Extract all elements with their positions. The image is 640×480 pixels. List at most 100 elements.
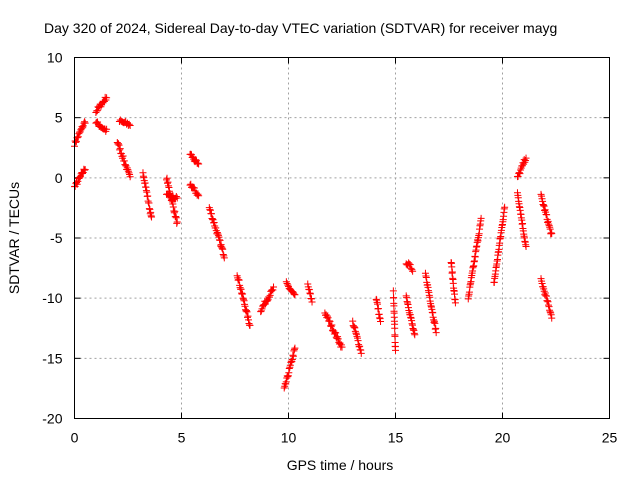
data-point	[547, 311, 555, 319]
data-point	[352, 329, 360, 337]
data-point	[284, 372, 292, 380]
data-point	[78, 123, 86, 131]
y-tick-labels: 10 5 0 -5 -10 -15 -20	[42, 50, 62, 427]
data-point	[285, 369, 293, 377]
data-point	[290, 290, 298, 298]
chart-title: Day 320 of 2024, Sidereal Day-to-day VTE…	[44, 20, 557, 36]
data-point	[355, 343, 363, 351]
data-point	[432, 329, 440, 337]
data-point	[304, 280, 312, 288]
data-point	[409, 267, 417, 275]
data-point	[407, 264, 415, 272]
data-point	[545, 303, 553, 311]
data-point	[539, 197, 547, 205]
data-point	[336, 339, 344, 347]
data-point	[391, 324, 399, 332]
data-point	[544, 218, 552, 226]
data-point	[190, 184, 198, 192]
data-point	[74, 177, 82, 185]
data-point	[539, 201, 547, 209]
data-point	[411, 331, 419, 339]
data-point	[333, 334, 341, 342]
data-point	[120, 157, 128, 165]
data-point	[125, 120, 133, 128]
data-point	[448, 263, 456, 271]
data-point	[542, 292, 550, 300]
data-point	[540, 201, 548, 209]
data-point	[306, 289, 314, 297]
data-point	[289, 351, 297, 359]
x-tick-label: 20	[495, 430, 511, 446]
data-point	[290, 345, 298, 353]
data-point	[391, 332, 399, 340]
data-point	[116, 146, 124, 154]
data-point	[121, 161, 129, 169]
y-axis-title: SDTVAR / TECUs	[6, 182, 22, 294]
data-point	[81, 166, 89, 174]
data-point	[282, 278, 290, 286]
data-point	[537, 190, 545, 198]
data-point	[308, 295, 316, 303]
data-point	[332, 329, 340, 337]
data-point	[280, 384, 288, 392]
data-point	[75, 130, 83, 138]
data-point	[501, 203, 509, 211]
y-tick-label: 10	[47, 50, 63, 66]
data-points	[71, 93, 556, 392]
data-point	[377, 318, 385, 326]
data-point	[125, 169, 133, 177]
data-point	[214, 230, 222, 238]
data-point	[148, 213, 156, 221]
data-point	[326, 317, 334, 325]
data-point	[74, 133, 82, 141]
data-point	[541, 291, 549, 299]
data-point	[213, 229, 221, 237]
data-point	[114, 140, 122, 148]
data-point	[219, 251, 227, 259]
data-point	[538, 279, 546, 287]
data-point	[72, 138, 80, 146]
data-point	[124, 167, 132, 175]
data-point	[543, 297, 551, 305]
data-point	[544, 298, 552, 306]
data-point	[208, 215, 216, 223]
y-tick-label: 0	[55, 170, 63, 186]
data-point	[353, 332, 361, 340]
data-point	[283, 279, 291, 287]
data-point	[350, 323, 358, 331]
data-point	[124, 166, 132, 174]
x-tick-label: 0	[71, 430, 79, 446]
data-point	[214, 231, 222, 239]
data-point	[521, 158, 529, 166]
data-point	[219, 245, 227, 253]
data-point	[72, 137, 80, 145]
data-point	[545, 301, 553, 309]
data-point	[116, 145, 124, 153]
data-point	[265, 293, 273, 301]
data-point	[270, 283, 278, 291]
data-point	[193, 191, 201, 199]
data-point	[541, 206, 549, 214]
data-point	[76, 173, 84, 181]
data-point	[194, 159, 202, 167]
data-point	[324, 314, 332, 322]
x-tick-label: 10	[281, 430, 297, 446]
data-point	[126, 122, 134, 130]
data-point	[406, 261, 414, 269]
data-point	[357, 346, 365, 354]
data-point	[545, 220, 553, 228]
data-point	[173, 194, 181, 202]
data-point	[100, 97, 108, 105]
data-point	[328, 321, 336, 329]
data-point	[207, 210, 215, 218]
data-point	[327, 322, 335, 330]
data-point	[267, 287, 275, 295]
data-point	[119, 152, 127, 160]
data-point	[194, 190, 202, 198]
data-point	[284, 373, 292, 381]
data-point	[284, 281, 292, 289]
data-point	[285, 365, 293, 373]
x-tick-labels: 0 5 10 15 20 25	[71, 430, 618, 446]
data-point	[291, 291, 299, 299]
